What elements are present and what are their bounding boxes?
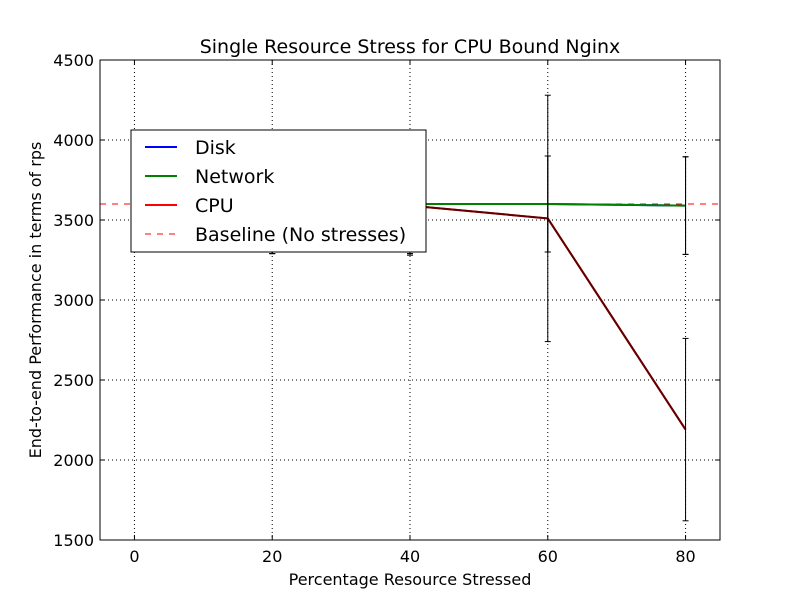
y-tick-label: 4000 <box>53 131 94 150</box>
x-tick-label: 60 <box>538 547 558 566</box>
y-tick-label: 2000 <box>53 451 94 470</box>
y-axis-label: End-to-end Performance in terms of rps <box>26 142 45 459</box>
legend-label: CPU <box>195 195 234 217</box>
legend-box <box>130 129 427 253</box>
y-tick-label: 2500 <box>53 371 94 390</box>
legend: Disk Network CPU Baseline (No stresses) <box>130 129 427 253</box>
legend-label: Baseline (No stresses) <box>195 224 406 246</box>
tick-layer: 0 20 40 60 80 1500 2000 2500 3000 3500 4000 4500 <box>53 51 720 566</box>
legend-label: Network <box>195 166 274 188</box>
x-tick-label: 20 <box>262 547 282 566</box>
y-tick-label: 4500 <box>53 51 94 70</box>
y-tick-label: 3500 <box>53 211 94 230</box>
legend-label: Disk <box>195 137 236 159</box>
y-tick-label: 1500 <box>53 531 94 550</box>
x-tick-label: 80 <box>675 547 695 566</box>
x-tick-label: 40 <box>400 547 420 566</box>
chart-title: Single Resource Stress for CPU Bound Ngi… <box>200 36 621 58</box>
x-axis-label: Percentage Resource Stressed <box>289 570 532 589</box>
x-tick-label: 0 <box>129 547 139 566</box>
y-tick-label: 3000 <box>53 291 94 310</box>
